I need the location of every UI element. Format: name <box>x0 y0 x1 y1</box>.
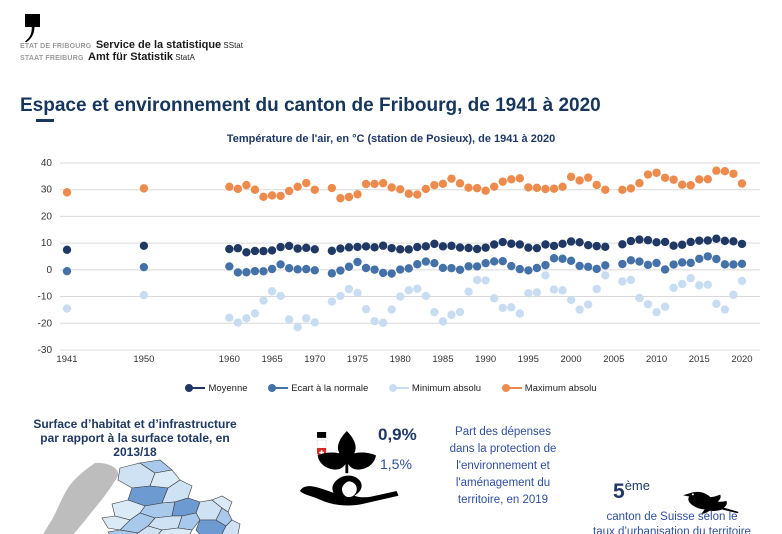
svg-text:1965: 1965 <box>261 354 282 365</box>
svg-text:1960: 1960 <box>219 354 240 365</box>
svg-text:10: 10 <box>41 238 53 249</box>
svg-text:-30: -30 <box>38 345 53 356</box>
svg-text:30: 30 <box>41 185 53 196</box>
svg-text:1975: 1975 <box>347 354 368 365</box>
svg-text:2005: 2005 <box>603 354 624 365</box>
svg-text:1941: 1941 <box>56 354 77 365</box>
svg-text:2020: 2020 <box>731 354 752 365</box>
svg-text:-20: -20 <box>38 318 53 329</box>
svg-text:-10: -10 <box>38 292 53 303</box>
svg-text:20: 20 <box>41 211 53 222</box>
svg-text:1950: 1950 <box>133 354 154 365</box>
svg-text:1970: 1970 <box>304 354 325 365</box>
svg-text:2015: 2015 <box>689 354 710 365</box>
svg-text:2000: 2000 <box>561 354 582 365</box>
svg-text:2010: 2010 <box>646 354 667 365</box>
svg-text:1990: 1990 <box>475 354 496 365</box>
svg-text:40: 40 <box>41 158 53 169</box>
svg-text:1980: 1980 <box>390 354 411 365</box>
svg-text:1995: 1995 <box>518 354 539 365</box>
svg-text:0: 0 <box>46 265 52 276</box>
svg-text:1985: 1985 <box>432 354 453 365</box>
